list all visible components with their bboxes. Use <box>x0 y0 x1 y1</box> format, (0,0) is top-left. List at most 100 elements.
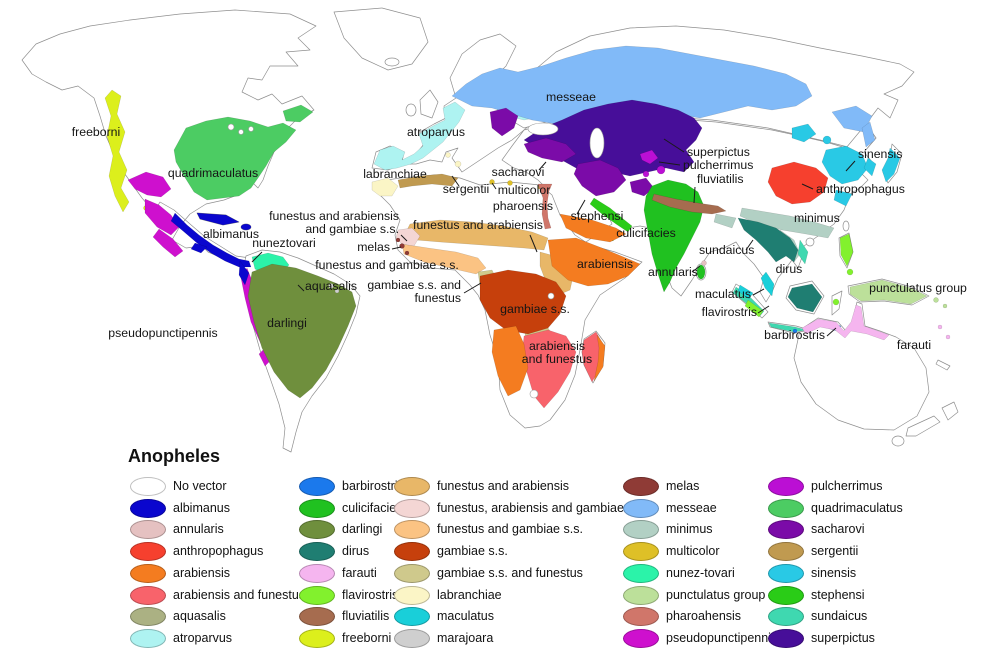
region-arabiensis-and-funestus <box>521 329 604 409</box>
region-maculatus <box>737 271 775 300</box>
leader-sergentii <box>451 175 460 187</box>
legend-swatch-annularis <box>130 520 166 540</box>
legend-swatch-arabiensis <box>130 563 166 583</box>
legend-item-culicifacies: culicifacies <box>299 498 402 518</box>
legend-item-label: sacharovi <box>811 522 865 537</box>
region-darlingi <box>247 263 357 399</box>
leader-sundaicus <box>745 239 754 251</box>
map-label-darlingi: darlingi <box>267 316 307 330</box>
island-nz-south <box>905 415 941 437</box>
species-regions <box>104 45 951 409</box>
map-label-melas: melas <box>357 240 390 254</box>
legend-item-no_vector: No vector <box>130 477 227 496</box>
legend-item-label: anthropophagus <box>173 544 264 559</box>
legend-swatch-nunez_tovari <box>623 563 659 583</box>
legend-item-freeborni: freeborni <box>299 628 391 648</box>
map-label-arabiensis-and-funestus: arabiensis and funestus <box>522 339 592 366</box>
leader-melas <box>391 246 402 250</box>
legend-swatch-dirus <box>299 542 335 562</box>
legend-swatch-stephensi <box>768 585 804 605</box>
legend-item-fluviatilis: fluviatilis <box>299 607 389 627</box>
legend-item-farauti: farauti <box>299 563 377 583</box>
legend-item-label: melas <box>666 479 700 493</box>
legend-swatch-melas <box>623 477 659 496</box>
legend-swatch-gambiae_funestus <box>394 563 430 583</box>
legend-item-label: sergentii <box>811 544 859 559</box>
legend-swatch-superpictus <box>768 628 804 648</box>
legend-item-sergentii: sergentii <box>768 542 859 562</box>
legend-item-sundaicus: sundaicus <box>768 607 868 627</box>
legend-swatch-fluviatilis <box>299 607 335 627</box>
island-taiwan <box>842 220 850 232</box>
legend-item-label: sinensis <box>811 565 857 580</box>
legend-item-label: farauti <box>342 565 377 580</box>
legend-item-label: sundaicus <box>811 609 868 624</box>
legend-swatch-messeae <box>623 498 659 518</box>
legend-item-label: funestus and arabiensis <box>437 479 570 493</box>
map-label-funestus-and-arabiensis: funestus and arabiensis <box>413 218 543 232</box>
legend-item-pulcherrimus: pulcherrimus <box>768 477 883 496</box>
legend-item-label: stephensi <box>811 587 865 602</box>
map-label-superpictus: superpictus <box>687 145 750 159</box>
leader-lines <box>251 138 856 337</box>
legend-item-funestus_gambiae: funestus and gambiae s.s. <box>394 520 583 540</box>
legend-item-label: arabiensis <box>173 565 230 580</box>
legend-swatch-punctulatus <box>623 585 659 605</box>
legend-item-minimus: minimus <box>623 520 713 540</box>
legend-swatch-aquasalis <box>130 607 166 627</box>
legend-title: Anopheles <box>128 446 221 466</box>
legend-item-label: aquasalis <box>173 609 226 624</box>
legend-item-nunez_tovari: nunez-tovari <box>623 563 735 583</box>
legend-swatch-culicifacies <box>299 498 335 518</box>
region-messeae <box>451 45 876 148</box>
legend-item-label: nunez-tovari <box>666 565 735 580</box>
legend-item-label: pulcherrimus <box>811 479 883 493</box>
leader-funestus-and-arabiensis <box>529 234 538 253</box>
legend-item-label: gambiae s.s. and funestus <box>437 565 583 580</box>
map-label-multicolor: multicolor <box>498 183 551 197</box>
map-label-funestus-arabiensis-and-gambiae: funestus and arabiensis and gambiae s.s. <box>269 209 399 236</box>
legend-item-label: labranchiae <box>437 587 502 602</box>
map-label-culicifacies: culicifacies <box>616 226 675 240</box>
island-uk <box>419 89 439 119</box>
legend-item-label: quadrimaculatus <box>811 500 903 515</box>
legend-item-albimanus: albimanus <box>130 498 230 518</box>
landmass-greenland <box>333 7 429 71</box>
lake-great-lakes-1 <box>227 123 235 131</box>
legend-item-atroparvus: atroparvus <box>130 628 232 648</box>
map-label-maculatus: maculatus <box>695 287 751 301</box>
legend-item-marajoara: marajoara <box>394 628 494 648</box>
legend-item-label: funestus, arabiensis and gambiae s.s. <box>437 500 647 515</box>
map-labels: freeborni quadrimaculatus albimanusnunezto… <box>72 90 967 366</box>
legend-swatch-no_vector <box>130 477 166 496</box>
map-label-sergentii: sergentii <box>443 182 489 196</box>
leader-nuneztovari <box>251 251 263 263</box>
legend-swatch-gambiae <box>394 542 430 562</box>
leader-maculatus <box>752 288 765 296</box>
legend-swatch-sergentii <box>768 542 804 562</box>
island-ireland <box>405 103 417 117</box>
island-tasmania <box>891 435 905 447</box>
legend-item-label: multicolor <box>666 544 720 559</box>
region-sacharovi <box>489 107 655 197</box>
legend-swatch-marajoara <box>394 628 430 648</box>
legend-item-gambiae_funestus: gambiae s.s. and funestus <box>394 563 583 583</box>
legend-swatch-atroparvus <box>130 628 166 648</box>
legend-swatch-funestus_arabiensis <box>394 477 430 496</box>
legend-swatch-darlingi <box>299 520 335 540</box>
region-sergentii <box>397 173 459 189</box>
region-sinensis <box>791 123 901 207</box>
region-labranchiae <box>371 152 462 197</box>
legend-item-label: marajoara <box>437 630 494 645</box>
legend-item-gambiae: gambiae s.s. <box>394 542 508 562</box>
leader-funestus-arabiensis-and-gambiae <box>400 234 408 242</box>
lake-great-lakes-3 <box>248 126 254 132</box>
leader-anthropophagus <box>801 183 814 190</box>
map-label-annularis: annularis <box>648 265 698 279</box>
legend-item-barbirostris: barbirostris <box>299 477 404 496</box>
map-label-fluviatilis: fluviatilis <box>697 172 743 186</box>
region-farauti <box>801 304 951 341</box>
region-funestus-arabiensis-gambiae <box>395 227 421 247</box>
legend-item-label: messeae <box>666 500 717 515</box>
